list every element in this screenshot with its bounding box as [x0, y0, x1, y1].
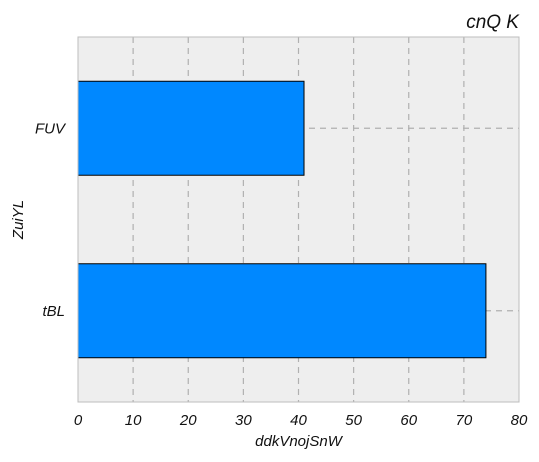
bars — [77, 80, 487, 359]
y-axis-label: ZuiYL — [10, 200, 27, 240]
x-tick-label: 40 — [290, 412, 307, 429]
x-tick-label: 70 — [456, 412, 473, 429]
x-tick-label: 80 — [511, 412, 528, 429]
x-axis-label: ddkVnojSnW — [255, 433, 344, 450]
chart-title: cnQ K — [466, 12, 520, 33]
y-category-label: tBL — [42, 303, 65, 320]
x-tick-label: 60 — [400, 412, 417, 429]
plot-frame — [77, 36, 520, 403]
bar — [77, 80, 305, 176]
x-tick-label: 30 — [235, 412, 252, 429]
x-tick-label: 20 — [179, 412, 197, 429]
y-axis-categories: FUV tBL — [35, 120, 67, 320]
x-tick-label: 10 — [125, 412, 142, 429]
x-axis-ticks: 0 10 20 30 40 50 60 70 80 — [74, 412, 528, 429]
x-tick-label: 50 — [345, 412, 362, 429]
x-tick-label: 0 — [74, 412, 83, 429]
bar — [77, 263, 487, 359]
y-category-label: FUV — [35, 120, 67, 137]
